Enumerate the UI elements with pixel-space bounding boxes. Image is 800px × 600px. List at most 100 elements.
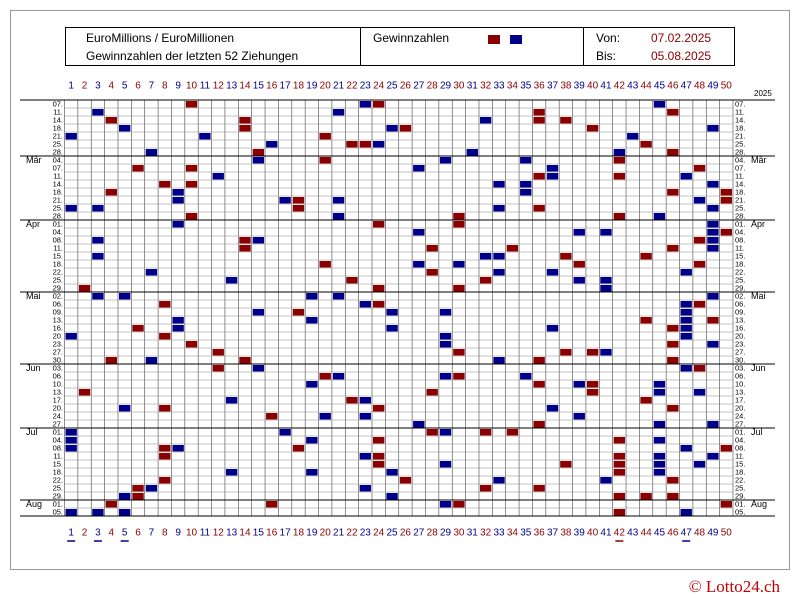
number-mark [359,141,372,148]
title: EuroMillions / EuroMillionen [86,31,234,45]
number-mark [185,165,198,172]
number-mark [332,213,345,220]
number-label: 24 [373,528,385,539]
number-label: 4 [109,528,115,539]
number-mark [145,269,158,276]
number-label: 32 [480,528,492,539]
number-mark [199,133,211,140]
date-label: 27. [53,419,63,428]
number-label: 22 [346,81,358,92]
number-mark [707,181,719,188]
date-label: 20. [735,403,745,412]
number-mark [306,293,318,300]
number-mark [640,397,652,404]
number-mark [453,285,465,292]
number-mark [707,205,719,212]
date-label: 20. [53,331,63,340]
number-mark [680,509,692,516]
number-mark [426,269,438,276]
number-mark [453,501,465,508]
number-mark [533,421,545,428]
number-label: 6 [135,528,141,539]
number-mark [640,317,652,324]
number-mark [239,125,251,132]
date-label: 18. [735,123,745,132]
number-mark [653,213,666,220]
number-mark [132,325,144,332]
date-label: 30. [53,355,63,364]
number-label: 12 [213,81,225,92]
date-label: 29. [735,283,745,292]
number-label: 26 [400,81,412,92]
header-box [65,27,735,66]
number-mark [493,205,505,212]
date-label: 01. [735,219,745,228]
number-mark [413,261,425,268]
number-mark [720,197,732,204]
date-label: 11. [735,107,745,116]
date-label: 16. [53,323,63,332]
from-date: 07.02.2025 [651,31,711,45]
number-mark [172,445,184,452]
number-mark [707,293,719,300]
number-label: 42 [614,528,626,539]
number-mark [613,157,626,164]
number-mark [212,365,224,372]
date-label: 21. [53,131,63,140]
number-mark [560,253,572,260]
date-label: 22. [735,475,745,484]
date-label: 25. [735,275,745,284]
subtitle: Gewinnzahlen der letzten 52 Ziehungen [86,49,298,63]
number-mark [707,453,719,460]
date-label: 10. [53,379,63,388]
number-mark [159,333,171,340]
number-mark [439,373,452,380]
date-label: 22. [53,267,63,276]
number-mark [667,493,679,500]
number-mark [573,413,585,420]
number-label: 7 [149,528,155,539]
number-label: 45 [654,81,666,92]
number-mark [373,453,385,460]
date-label: 15. [735,251,745,260]
number-mark [653,389,666,396]
number-mark [667,245,679,252]
number-mark [346,397,358,404]
number-mark [720,189,732,196]
number-label: 10 [186,528,198,539]
number-label: 13 [226,81,238,92]
number-mark [453,213,465,220]
date-label: 11. [53,107,63,116]
number-mark [118,293,131,300]
date-label: 22. [53,475,63,484]
number-mark [533,117,545,124]
number-label: 40 [587,81,599,92]
number-mark [693,301,706,308]
date-label: 28. [53,211,63,220]
number-mark [306,317,318,324]
number-mark [118,509,131,516]
date-label: 04. [53,435,63,444]
number-label: 46 [667,81,679,92]
date-label: 04. [53,155,63,164]
legend-swatch [488,35,500,44]
month-label: Aug [751,499,767,509]
number-mark [520,373,532,380]
date-label: 18. [735,467,745,476]
date-label: 18. [53,259,63,268]
number-mark [453,373,465,380]
number-mark [172,325,184,332]
date-label: 11. [53,451,63,460]
number-mark [332,293,345,300]
date-label: 01. [53,499,63,508]
number-mark [707,237,719,244]
date-label: 21. [735,131,745,140]
number-mark [105,357,117,364]
number-label: 15 [253,81,265,92]
number-mark [373,405,385,412]
number-mark [373,285,385,292]
number-mark [453,261,465,268]
date-label: 27. [735,419,745,428]
number-mark [493,181,505,188]
date-label: 21. [735,195,745,204]
